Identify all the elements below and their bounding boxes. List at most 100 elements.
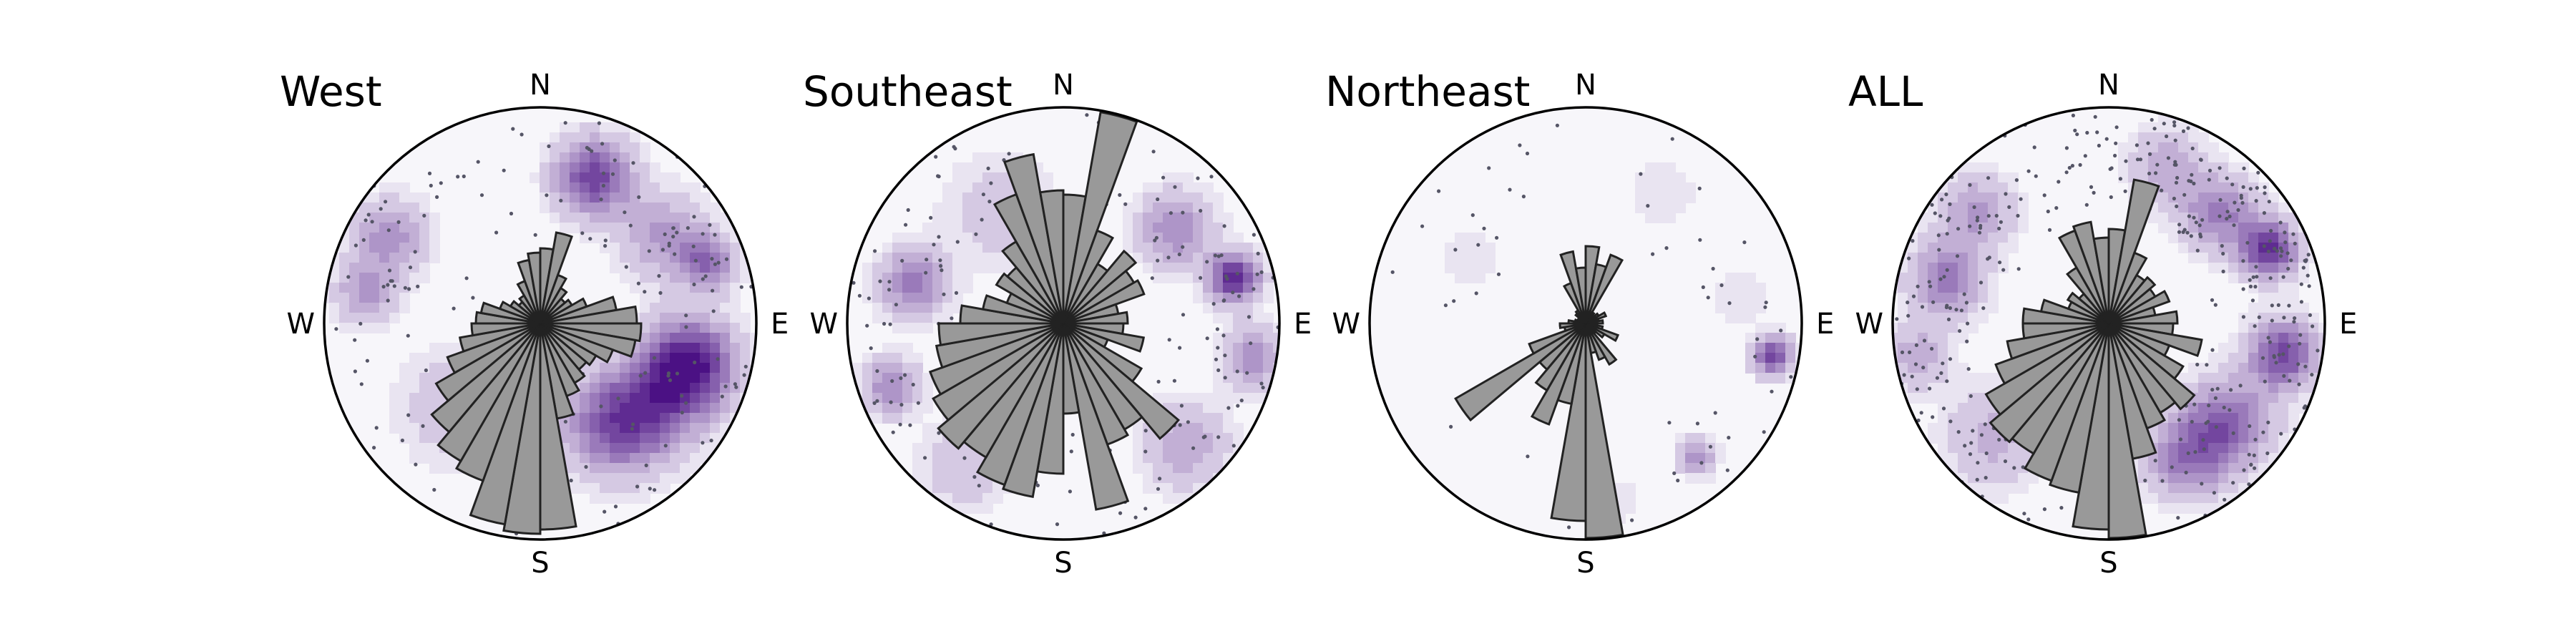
density-cell (2158, 423, 2169, 434)
density-cell (882, 353, 893, 364)
pole-point (386, 228, 391, 233)
density-cell (349, 233, 360, 243)
density-cell (670, 413, 680, 424)
pole-point (2042, 507, 2046, 512)
density-cell (2318, 333, 2325, 343)
density-cell (1958, 313, 1968, 323)
density-cell (1183, 253, 1194, 263)
pole-point (2113, 153, 2117, 158)
density-cell (710, 203, 721, 213)
pole-point (361, 238, 366, 242)
density-cell (1958, 182, 1968, 193)
density-cell (1223, 363, 1234, 374)
density-cell (660, 483, 670, 494)
density-cell (942, 463, 953, 474)
density-cell (912, 413, 923, 424)
pole-point (1708, 444, 1712, 449)
density-cell (902, 323, 913, 333)
density-cell (1253, 283, 1264, 293)
density-cell (932, 223, 943, 233)
density-cell (630, 152, 640, 163)
pole-point (2261, 430, 2265, 434)
density-cell (2208, 463, 2219, 474)
density-cell (1998, 203, 2009, 213)
density-cell (1233, 383, 1244, 394)
density-cell (1645, 162, 1656, 173)
density-cell (630, 182, 640, 193)
density-cell (1968, 323, 1979, 333)
pole-point (1997, 437, 2001, 442)
density-cell (862, 373, 873, 384)
stereonet-panel-southeast: Southeast N E S W (803, 67, 1312, 580)
pole-point (1216, 346, 1220, 350)
pole-point (1646, 204, 1650, 208)
pole-point (613, 158, 617, 162)
density-cell (580, 453, 590, 464)
density-cell (2188, 132, 2199, 143)
density-cell (710, 363, 721, 374)
density-cell (1485, 253, 1496, 263)
density-cell (690, 423, 701, 434)
density-cell (710, 233, 721, 243)
pole-point (1150, 276, 1154, 280)
density-cell (690, 443, 701, 454)
pole-point (1725, 468, 1729, 472)
density-cell (2268, 373, 2279, 384)
pole-point (2172, 196, 2176, 201)
pole-point (2214, 425, 2218, 429)
density-cell (1765, 323, 1776, 333)
pole-point (733, 382, 737, 386)
pole-point (2194, 220, 2198, 225)
pole-point (2172, 123, 2177, 128)
pole-point (2225, 176, 2229, 180)
density-cell (620, 132, 630, 143)
pole-point (2135, 157, 2140, 162)
density-cell (2198, 453, 2209, 464)
density-cell (1043, 172, 1053, 183)
density-cell (2008, 182, 2019, 193)
pole-point (924, 270, 928, 275)
rose-bar (1994, 322, 2109, 386)
pole-point (1928, 386, 1932, 391)
density-cell (902, 363, 913, 374)
pole-point (2252, 453, 2256, 458)
pole-point (2278, 220, 2283, 225)
density-cell (590, 152, 600, 163)
density-cell (1183, 213, 1194, 223)
density-cell (972, 493, 983, 504)
density-cell (710, 213, 721, 223)
pole-point (2288, 379, 2292, 383)
density-cell (630, 383, 640, 394)
density-cell (882, 413, 893, 424)
density-cell (2268, 393, 2279, 404)
density-cell (942, 263, 953, 273)
density-cell (690, 182, 701, 193)
density-cell (2258, 413, 2269, 424)
density-cell (710, 293, 721, 303)
density-cell (962, 203, 973, 213)
density-cell (992, 493, 1003, 504)
pole-point (2262, 211, 2266, 215)
density-cell (610, 373, 620, 384)
pole-point (2166, 156, 2170, 160)
pole-point (2093, 114, 2097, 119)
density-cell (1223, 283, 1234, 293)
pole-point (1102, 531, 1106, 535)
density-cell (660, 453, 670, 464)
density-cell (2208, 443, 2219, 454)
density-cell (660, 393, 670, 404)
density-cell (630, 433, 640, 444)
density-cell (399, 263, 410, 273)
density-cell (700, 373, 711, 384)
density-cell (720, 263, 731, 273)
density-cell (419, 373, 430, 384)
density-cell (1173, 433, 1184, 444)
density-cell (952, 263, 963, 273)
density-cell (660, 423, 670, 434)
density-cell (2298, 323, 2309, 333)
density-cell (2198, 503, 2209, 514)
density-cell (1968, 373, 1979, 384)
density-cell (2158, 493, 2169, 504)
density-cell (600, 493, 610, 504)
density-cell (1213, 293, 1224, 303)
